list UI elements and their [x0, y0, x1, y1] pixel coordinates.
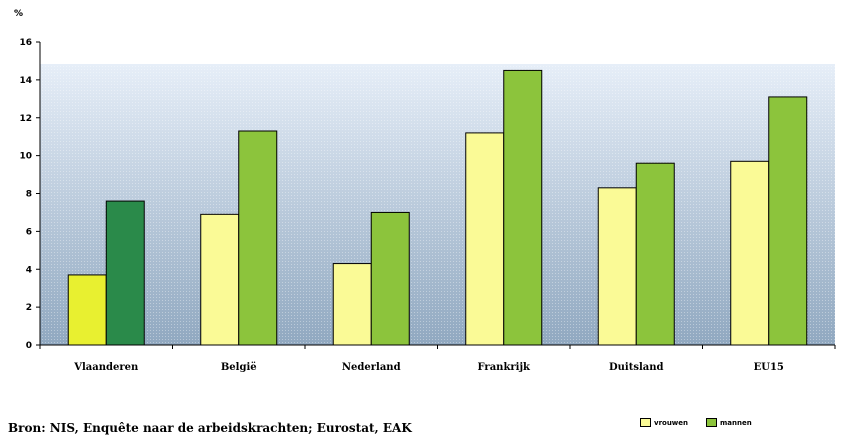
x-tick-label: Vlaanderen	[73, 362, 139, 373]
bar-mannen-5	[768, 96, 808, 346]
bar-vrouwen-3	[465, 132, 505, 346]
y-axis: 0 2 4 6 8 10 12 14 16	[19, 38, 41, 351]
y-tick-label: 2	[26, 303, 32, 313]
legend: vrouwen mannen	[640, 418, 752, 427]
x-tick-label: Frankrijk	[478, 362, 532, 373]
bar-vrouwen-2	[332, 263, 372, 346]
y-tick-label: 14	[19, 76, 32, 86]
y-tick-label: 6	[26, 227, 32, 237]
x-tick-label: België	[221, 362, 257, 373]
source-note: Bron: NIS, Enquête naar de arbeidskracht…	[8, 421, 412, 435]
plot-background-texture	[40, 64, 835, 345]
y-tick-label: 8	[26, 190, 32, 200]
x-axis	[39, 344, 836, 349]
legend-swatch-mannen	[706, 418, 718, 427]
y-tick-label: 12	[19, 114, 32, 124]
bar-mannen-1	[238, 130, 278, 346]
bar-mannen-0	[105, 200, 145, 346]
bar-mannen-4	[635, 162, 675, 346]
y-tick-label: 4	[26, 265, 32, 275]
legend-label-vrouwen: vrouwen	[654, 418, 689, 427]
legend-item-mannen: mannen	[706, 418, 752, 427]
x-tick-label: EU15	[754, 362, 784, 373]
x-tick-label: Duitsland	[609, 362, 664, 373]
y-tick-label: 16	[19, 38, 32, 48]
bar-mannen-2	[370, 211, 410, 346]
bar-vrouwen-5	[730, 160, 770, 346]
bars	[67, 69, 808, 346]
x-tick-label: Nederland	[342, 362, 401, 373]
bar-vrouwen-4	[597, 187, 637, 346]
y-tick-label: 0	[26, 341, 32, 351]
bar-vrouwen-0	[67, 274, 107, 346]
legend-swatch-vrouwen	[640, 418, 651, 427]
bar-vrouwen-1	[200, 213, 240, 346]
y-tick-label: 10	[19, 152, 32, 162]
bar-mannen-3	[503, 69, 543, 346]
legend-label-mannen: mannen	[720, 418, 752, 427]
category-labels: Vlaanderen België Nederland Frankrijk Duitsl…	[73, 362, 784, 373]
y-axis-label: %	[14, 9, 23, 19]
legend-item-vrouwen: vrouwen	[640, 418, 688, 427]
